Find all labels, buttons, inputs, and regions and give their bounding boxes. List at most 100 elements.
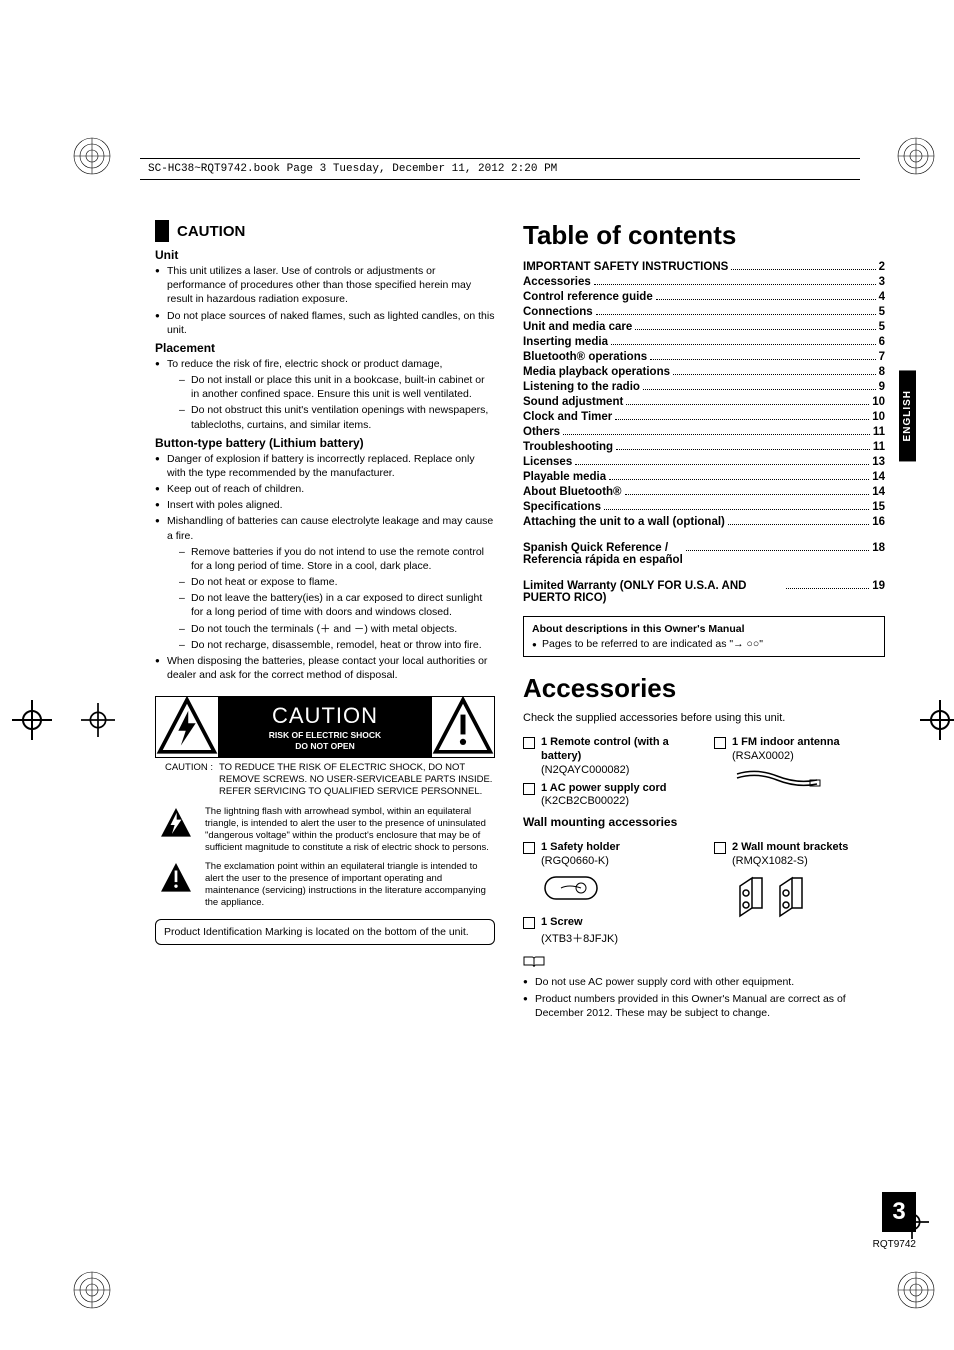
- language-tab: ENGLISH: [899, 370, 916, 461]
- toc-page: 7: [879, 351, 885, 363]
- regmark-tr: [896, 136, 936, 176]
- toc-label: Playable media: [523, 471, 606, 483]
- toc-label: Connections: [523, 306, 593, 318]
- toc-row: Licenses 13: [523, 456, 885, 468]
- acc-name: 1 Safety holder: [541, 841, 620, 855]
- acc-code: (RGQ0660-K): [541, 855, 620, 867]
- toc-row: Connections 5: [523, 306, 885, 318]
- acc-code: (N2QAYC000082): [541, 764, 694, 776]
- toc-row: Troubleshooting11: [523, 441, 885, 453]
- accessory-item: 1 AC power supply cord(K2CB2CB00022): [523, 782, 694, 808]
- placement-sub-item: Do not install or place this unit in a b…: [179, 373, 495, 401]
- toc-row: Control reference guide 4: [523, 291, 885, 303]
- battery-sub-item: Do not heat or expose to flame.: [179, 575, 495, 589]
- toc-page: 4: [879, 291, 885, 303]
- acc-code: (RSAX0002): [732, 750, 840, 762]
- toc-page: 8: [879, 366, 885, 378]
- toc-label: Licenses: [523, 456, 572, 468]
- toc-label: Control reference guide: [523, 291, 653, 303]
- checkbox-icon: [714, 737, 726, 749]
- acc-title: Accessories: [523, 673, 885, 704]
- acc-note-item: Do not use AC power supply cord with oth…: [523, 975, 885, 989]
- toc-page: 6: [879, 336, 885, 348]
- accessory-item: 2 Wall mount brackets(RMQX1082-S): [714, 841, 885, 867]
- battery-heading: Button-type battery (Lithium battery): [155, 436, 495, 450]
- toc-extra1: Spanish Quick Reference / Referencia ráp…: [523, 542, 885, 566]
- crosshair-left-inner: [81, 703, 115, 737]
- warning-big: CAUTION: [222, 703, 428, 729]
- doc-number: RQT9742: [873, 1239, 916, 1250]
- wall-col-right: 2 Wall mount brackets(RMQX1082-S): [714, 835, 885, 946]
- crosshair-right: [920, 700, 954, 740]
- exc-triangle-icon: [432, 696, 494, 758]
- battery-sub-item: Do not recharge, disassemble, remodel, h…: [179, 638, 495, 652]
- toc-label: Others: [523, 426, 560, 438]
- pid-box: Product Identification Marking is locate…: [155, 919, 495, 945]
- book-header: SC-HC38~RQT9742.book Page 3 Tuesday, Dec…: [140, 158, 860, 180]
- unit-list: This unit utilizes a laser. Use of contr…: [155, 264, 495, 337]
- toc-row: Media playback operations 8: [523, 366, 885, 378]
- toc-row: Specifications15: [523, 501, 885, 513]
- book-icon: [523, 956, 545, 968]
- note-body: Pages to be referred to are indicated as…: [532, 638, 876, 650]
- toc-label: Troubleshooting: [523, 441, 613, 453]
- unit-heading: Unit: [155, 248, 495, 262]
- toc-label: Bluetooth® operations: [523, 351, 647, 363]
- toc-label: Media playback operations: [523, 366, 670, 378]
- toc-row: Inserting media 6: [523, 336, 885, 348]
- toc-label: IMPORTANT SAFETY INSTRUCTIONS: [523, 261, 728, 273]
- toc-page: 5: [879, 306, 885, 318]
- checkbox-icon: [523, 783, 535, 795]
- toc-label: Accessories: [523, 276, 591, 288]
- note-icon: [523, 956, 885, 971]
- battery-sub-item: Do not leave the battery(ies) in a car e…: [179, 591, 495, 619]
- battery-sub-list: Remove batteries if you do not intend to…: [167, 545, 495, 652]
- toc-page: 13: [872, 456, 885, 468]
- toc-label: Sound adjustment: [523, 396, 623, 408]
- acc-grid-2: 1 Safety holder(RGQ0660-K)1 Screw(XTB3＋8…: [523, 835, 885, 946]
- toc-page: 3: [879, 276, 885, 288]
- toc-label: About Bluetooth®: [523, 486, 622, 498]
- acc-col-left: 1 Remote control (with a battery)(N2QAYC…: [523, 730, 694, 807]
- toc-label: Listening to the radio: [523, 381, 640, 393]
- toc-label: Inserting media: [523, 336, 608, 348]
- checkbox-icon: [523, 842, 535, 854]
- battery-item: Insert with poles aligned.: [155, 498, 495, 512]
- warning-l2: DO NOT OPEN: [222, 742, 428, 751]
- exc-triangle-cell: [432, 697, 494, 757]
- toc-row: IMPORTANT SAFETY INSTRUCTIONS 2: [523, 261, 885, 273]
- toc-row: Accessories 3: [523, 276, 885, 288]
- battery-item: Mishandling of batteries can cause elect…: [155, 514, 495, 652]
- acc-name: 1 Remote control (with a battery): [541, 736, 694, 764]
- toc-row: Unit and media care5: [523, 321, 885, 333]
- checkbox-icon: [714, 842, 726, 854]
- toc-row: Listening to the radio9: [523, 381, 885, 393]
- left-column: CAUTION Unit This unit utilizes a laser.…: [155, 220, 495, 1020]
- bolt-text: The lightning flash with arrowhead symbo…: [205, 806, 495, 854]
- toc-page: 14: [872, 486, 885, 498]
- acc-name: 1 Screw: [541, 916, 618, 930]
- toc-row: About Bluetooth® 14: [523, 486, 885, 498]
- acc-col-right: 1 FM indoor antenna(RSAX0002): [714, 730, 885, 807]
- toc-row: Clock and Timer10: [523, 411, 885, 423]
- toc-label: Specifications: [523, 501, 601, 513]
- warning-box: CAUTION RISK OF ELECTRIC SHOCK DO NOT OP…: [155, 696, 495, 758]
- note-box: About descriptions in this Owner's Manua…: [523, 616, 885, 657]
- caution-body: TO REDUCE THE RISK OF ELECTRIC SHOCK, DO…: [219, 762, 495, 798]
- caution-bar: [155, 220, 169, 242]
- acc-illustration: [732, 871, 885, 926]
- bolt-mini-icon: [155, 806, 197, 840]
- bolt-triangle-icon: [156, 696, 218, 758]
- toc-row: Bluetooth® operations 7: [523, 351, 885, 363]
- caution-title: CAUTION: [177, 223, 245, 240]
- checkbox-icon: [523, 917, 535, 929]
- toc-extra2: Limited Warranty (ONLY FOR U.S.A. AND PU…: [523, 580, 885, 604]
- toc-list: IMPORTANT SAFETY INSTRUCTIONS 2 Accessorie…: [523, 261, 885, 528]
- toc-page: 2: [879, 261, 885, 273]
- wall-col-left: 1 Safety holder(RGQ0660-K)1 Screw(XTB3＋8…: [523, 835, 694, 946]
- accessory-item: 1 Remote control (with a battery)(N2QAYC…: [523, 736, 694, 776]
- toc-page: 10: [872, 396, 885, 408]
- toc-row: Attaching the unit to a wall (optional)1…: [523, 516, 885, 528]
- placement-sub-list: Do not install or place this unit in a b…: [167, 373, 495, 432]
- battery-sub-item: Remove batteries if you do not intend to…: [179, 545, 495, 573]
